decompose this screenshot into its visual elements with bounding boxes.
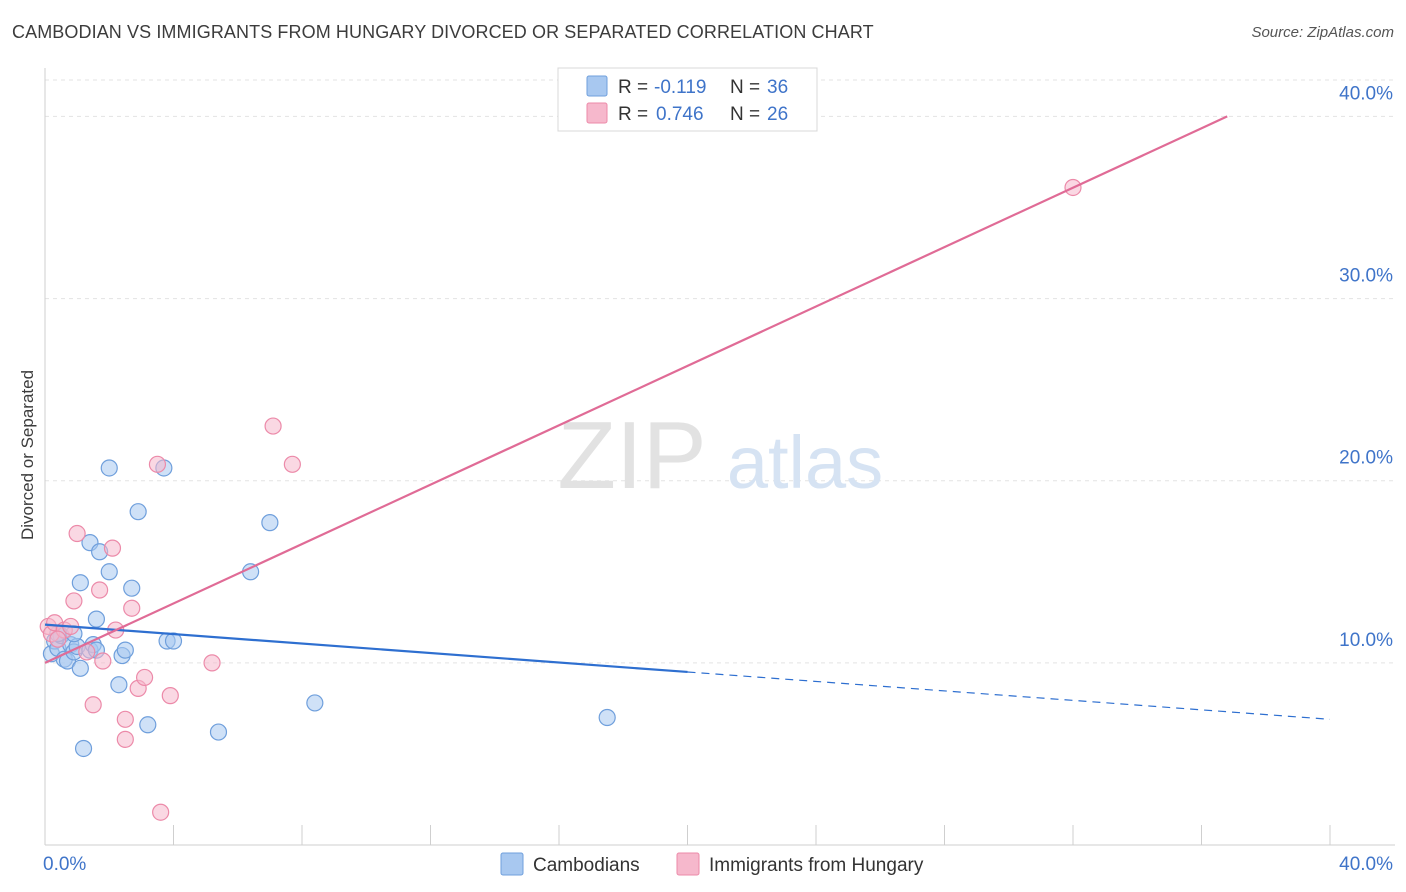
y-tick-label-40: 40.0% [1339, 83, 1393, 104]
y-axis-label: Divorced or Separated [18, 370, 37, 540]
point-hungary-18 [148, 455, 167, 473]
point-cambodian-31 [261, 514, 279, 532]
y-tick-label-20: 20.0% [1339, 448, 1393, 469]
point-hungary-22 [264, 417, 282, 435]
watermark-zip: ZIP [557, 402, 706, 509]
point-hungary-15 [123, 599, 141, 617]
x-tick-label-min: 0.0% [43, 854, 86, 875]
legend-top: R = -0.119 N = 36 R = 0.746 N = 26 [557, 67, 818, 132]
trend-line-hungary [44, 115, 1228, 664]
legend-swatch-blue [586, 75, 608, 97]
watermark: ZIP atlas [557, 402, 883, 509]
point-hungary-21 [203, 654, 221, 672]
point-hungary-14 [116, 710, 134, 728]
trend-layer [44, 115, 1331, 720]
legend-n-value-2: 26 [767, 104, 788, 125]
point-hungary-11 [103, 539, 122, 557]
legend-bottom-hungary: Immigrants from Hungary [709, 855, 924, 876]
legend-swatch-pink [586, 102, 608, 124]
chart-title: CAMBODIAN VS IMMIGRANTS FROM HUNGARY DIV… [12, 22, 874, 42]
point-cambodian-33 [598, 708, 616, 727]
y-tick-label-10: 10.0% [1339, 630, 1393, 651]
legend-bottom-cambodians: Cambodians [533, 855, 640, 876]
trend-line-cambodians [44, 623, 688, 674]
point-hungary-17 [135, 668, 154, 687]
point-cambodian-18 [100, 563, 118, 581]
point-hungary-13 [116, 730, 134, 748]
point-hungary-9 [91, 581, 109, 599]
point-cambodian-25 [139, 716, 157, 734]
point-hungary-5 [65, 592, 83, 610]
point-cambodian-11 [74, 739, 93, 758]
point-cambodian-19 [100, 459, 118, 477]
chart-source: Source: ZipAtlas.com [1251, 24, 1394, 41]
legend-bottom-swatch-blue [500, 852, 524, 876]
legend-n-value-1: 36 [767, 77, 788, 98]
point-cambodian-20 [110, 676, 128, 694]
point-cambodian-9 [71, 659, 89, 677]
legend-n-label-2: N = [730, 104, 760, 125]
legend-bottom: Cambodians Immigrants from Hungary [500, 852, 924, 876]
y-tick-label-30: 30.0% [1339, 266, 1393, 287]
x-tick-label-max: 40.0% [1339, 854, 1393, 875]
point-cambodian-32 [306, 694, 324, 712]
point-cambodian-10 [71, 574, 89, 592]
point-hungary-6 [68, 524, 86, 543]
point-cambodian-23 [123, 579, 141, 597]
point-cambodian-15 [87, 610, 106, 628]
point-hungary-10 [94, 652, 112, 670]
point-hungary-25 [49, 630, 67, 648]
point-hungary-8 [84, 696, 102, 714]
trend-line-cambodians-extrapolated [687, 671, 1331, 720]
legend-r-label-2: R = [618, 104, 648, 125]
axes-layer: 10.0% 20.0% 30.0% 40.0% 0.0% 40.0% [43, 68, 1395, 875]
point-cambodian-22 [116, 641, 134, 659]
legend-n-label-1: N = [730, 77, 760, 98]
watermark-atlas: atlas [727, 421, 883, 504]
point-hungary-23 [283, 455, 301, 473]
point-hungary-19 [152, 803, 170, 821]
point-cambodian-24 [129, 503, 147, 521]
legend-r-value-1: -0.119 [654, 77, 706, 98]
point-hungary-20 [161, 687, 179, 705]
legend-bottom-swatch-pink [676, 852, 700, 876]
point-cambodian-29 [209, 723, 228, 741]
legend-r-label-1: R = [618, 77, 648, 98]
legend-r-value-2: 0.746 [656, 104, 704, 125]
